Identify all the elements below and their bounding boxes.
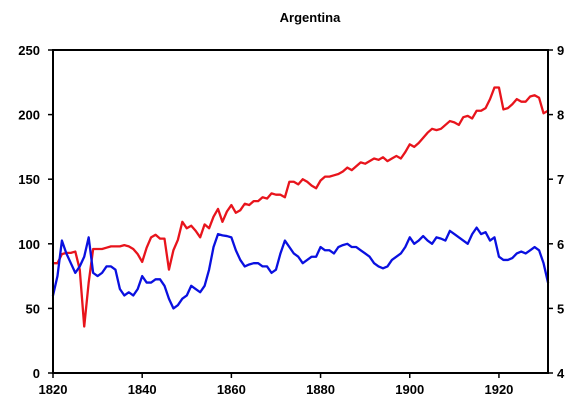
x-tick-label: 1840 [128, 382, 157, 397]
y2-tick-label: 9 [557, 43, 564, 58]
y-tick-label: 0 [33, 366, 40, 381]
axes [48, 49, 553, 378]
x-tick-label: 1880 [306, 382, 335, 397]
series-line-left-axis [51, 86, 550, 328]
series-line-right-axis [51, 226, 550, 310]
y2-tick-label: 7 [557, 172, 564, 187]
x-tick-label: 1820 [39, 382, 68, 397]
x-tick-label: 1900 [395, 382, 424, 397]
chart-title: Argentina [280, 10, 341, 25]
y-tick-label: 100 [18, 237, 40, 252]
plot-frame [52, 49, 549, 374]
y2-tick-label: 8 [557, 108, 564, 123]
y2-tick-label: 6 [557, 237, 564, 252]
y2-tick-label: 4 [557, 366, 565, 381]
x-tick-label: 1920 [484, 382, 513, 397]
y-tick-label: 50 [26, 301, 40, 316]
plot-area [51, 86, 550, 328]
y-tick-label: 150 [18, 172, 40, 187]
x-tick-label: 1860 [217, 382, 246, 397]
y2-tick-label: 5 [557, 301, 564, 316]
y-tick-label: 250 [18, 43, 40, 58]
tick-labels: 1820 1840 1860 1880 1900 1920 0 50 100 150 200 250 4… [18, 43, 565, 397]
y-tick-label: 200 [18, 108, 40, 123]
